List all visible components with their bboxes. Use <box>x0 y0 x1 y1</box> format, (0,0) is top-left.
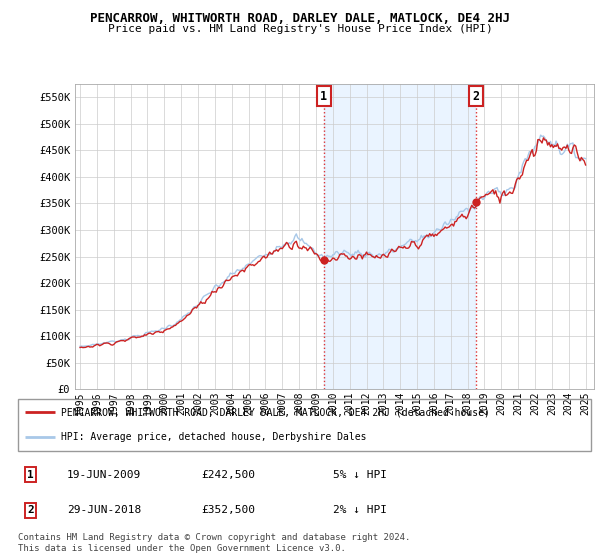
Text: 29-JUN-2018: 29-JUN-2018 <box>67 505 141 515</box>
Text: PENCARROW, WHITWORTH ROAD, DARLEY DALE, MATLOCK, DE4 2HJ: PENCARROW, WHITWORTH ROAD, DARLEY DALE, … <box>90 12 510 25</box>
Text: Price paid vs. HM Land Registry's House Price Index (HPI): Price paid vs. HM Land Registry's House … <box>107 24 493 34</box>
Text: 2: 2 <box>472 90 479 102</box>
Text: 5% ↓ HPI: 5% ↓ HPI <box>333 470 387 480</box>
Text: £352,500: £352,500 <box>202 505 256 515</box>
Text: 1: 1 <box>320 90 328 102</box>
Text: PENCARROW, WHITWORTH ROAD, DARLEY DALE, MATLOCK, DE4 2HJ (detached house): PENCARROW, WHITWORTH ROAD, DARLEY DALE, … <box>61 407 490 417</box>
Text: Contains HM Land Registry data © Crown copyright and database right 2024.
This d: Contains HM Land Registry data © Crown c… <box>18 533 410 553</box>
Text: HPI: Average price, detached house, Derbyshire Dales: HPI: Average price, detached house, Derb… <box>61 432 367 442</box>
Text: 1: 1 <box>27 470 34 480</box>
Text: 19-JUN-2009: 19-JUN-2009 <box>67 470 141 480</box>
Text: 2: 2 <box>27 505 34 515</box>
Text: £242,500: £242,500 <box>202 470 256 480</box>
Text: 2% ↓ HPI: 2% ↓ HPI <box>333 505 387 515</box>
